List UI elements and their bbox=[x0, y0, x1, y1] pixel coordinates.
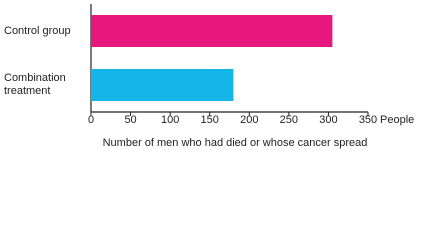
x-tick-label: 50 bbox=[124, 114, 136, 126]
bar bbox=[91, 69, 234, 101]
x-unit-label: People bbox=[380, 114, 414, 126]
x-tick-label: 0 bbox=[88, 114, 94, 126]
x-tick-label: 250 bbox=[280, 114, 298, 126]
x-axis-label: Number of men who had died or whose canc… bbox=[103, 137, 368, 149]
x-tick-label: 100 bbox=[161, 114, 179, 126]
x-tick-label: 200 bbox=[240, 114, 258, 126]
y-tick-label: Combination treatment bbox=[4, 72, 66, 97]
bar bbox=[91, 15, 333, 47]
x-tick-label: 150 bbox=[201, 114, 219, 126]
y-tick-label: Control group bbox=[4, 24, 71, 37]
chart: Number of men who had died or whose canc… bbox=[4, 4, 414, 149]
x-tick-label: 350 bbox=[359, 114, 377, 126]
chart-svg: Number of men who had died or whose canc… bbox=[88, 4, 414, 149]
x-tick-label: 300 bbox=[319, 114, 337, 126]
